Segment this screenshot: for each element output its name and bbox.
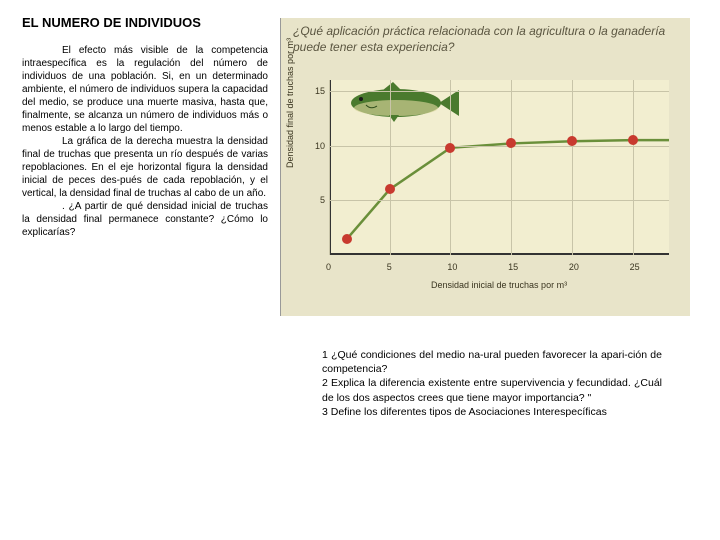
question-1: 1 ¿Qué condiciones del medio na-ural pue… — [322, 348, 662, 376]
data-point — [506, 138, 516, 148]
x-tick-label: 10 — [447, 262, 457, 272]
y-tick-label: 10 — [313, 141, 325, 151]
chart-question-text: ¿Qué aplicación práctica relacionada con… — [293, 24, 680, 55]
page-title: EL NUMERO DE INDIVIDUOS — [22, 15, 268, 30]
fish-illustration — [341, 82, 461, 124]
questions-block: 1 ¿Qué condiciones del medio na-ural pue… — [322, 348, 662, 419]
data-point — [628, 135, 638, 145]
grid-line-v — [390, 80, 391, 255]
grid-line-v — [633, 80, 634, 255]
right-column: ¿Qué aplicación práctica relacionada con… — [280, 0, 720, 540]
grid-line-v — [572, 80, 573, 255]
grid-line-h — [329, 146, 669, 147]
grid-line-v — [329, 80, 330, 255]
left-column: EL NUMERO DE INDIVIDUOS El efecto más vi… — [0, 0, 280, 540]
x-tick-label: 15 — [508, 262, 518, 272]
paragraph-3: . ¿A partir de qué densidad inicial de t… — [22, 200, 268, 239]
paragraph-2: La gráfica de la derecha muestra la dens… — [22, 135, 268, 200]
y-axis-label: Densidad final de truchas por m³ — [285, 38, 295, 168]
question-2: 2 Explica la diferencia existente entre … — [322, 376, 662, 404]
grid-line-v — [450, 80, 451, 255]
data-point — [342, 234, 352, 244]
grid-line-h — [329, 200, 669, 201]
y-tick-label: 15 — [313, 86, 325, 96]
paragraph-1: El efecto más visible de la competencia … — [22, 44, 268, 135]
chart-container: ¿Qué aplicación práctica relacionada con… — [280, 18, 690, 316]
data-point — [567, 136, 577, 146]
x-tick-label: 20 — [569, 262, 579, 272]
y-tick-label: 5 — [313, 195, 325, 205]
x-axis-label: Densidad inicial de truchas por m³ — [431, 280, 567, 290]
data-point — [385, 184, 395, 194]
x-tick-label: 0 — [326, 262, 331, 272]
grid-line-h — [329, 91, 669, 92]
data-point — [445, 143, 455, 153]
grid-line-v — [511, 80, 512, 255]
x-tick-label: 5 — [387, 262, 392, 272]
question-3: 3 Define los diferentes tipos de Asociac… — [322, 405, 662, 419]
x-tick-label: 25 — [630, 262, 640, 272]
